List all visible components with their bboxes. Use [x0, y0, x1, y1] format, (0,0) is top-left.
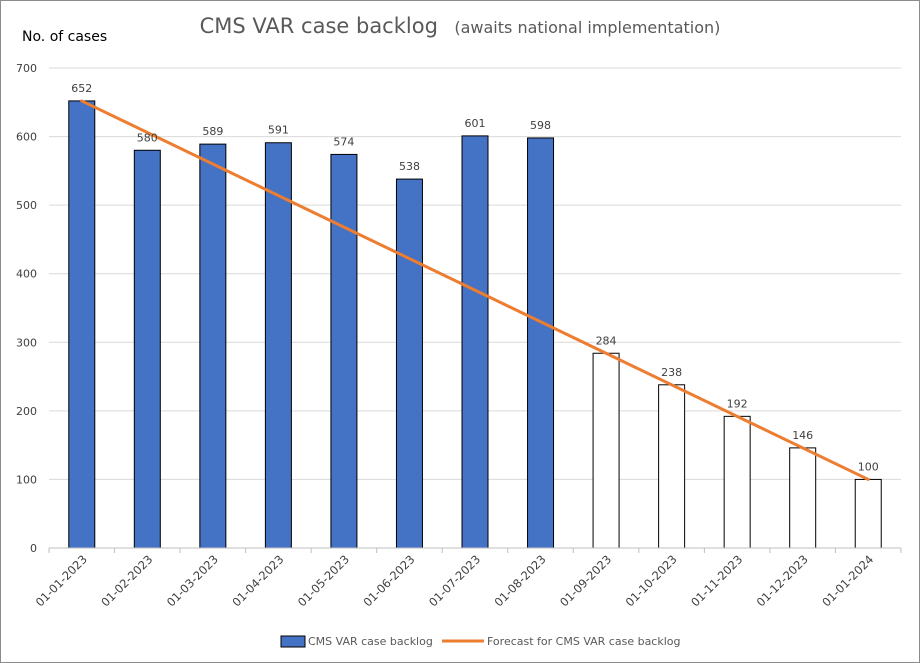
x-tick-label: 01-01-2024: [819, 552, 876, 609]
y-tick-label: 300: [16, 336, 37, 349]
y-tick-label: 100: [16, 473, 37, 486]
legend-label-forecast: Forecast for CMS VAR case backlog: [487, 635, 681, 648]
y-tick-label: 700: [16, 62, 37, 75]
bar-01-01-2024: [854, 478, 882, 549]
legend: CMS VAR case backlog Forecast for CMS VA…: [280, 635, 681, 648]
bar-01-12-2023: [789, 447, 817, 549]
bar-01-10-2023: [658, 384, 686, 549]
data-label-01-03-2023: 589: [202, 125, 223, 138]
data-labels: 652 580 589 591 574 538 601 598 284 238 192 146 100: [71, 82, 878, 474]
bar-series: [68, 100, 882, 549]
x-tick-label: 01-10-2023: [623, 552, 680, 609]
data-label-01-10-2023: 238: [661, 366, 682, 379]
bar-01-09-2023: [592, 352, 620, 549]
data-label-01-01-2024: 100: [858, 460, 879, 473]
y-tick-label: 400: [16, 268, 37, 281]
bar-01-01-2023: [68, 100, 96, 549]
data-label-01-08-2023: 598: [530, 119, 551, 132]
forecast-series: [80, 99, 870, 481]
chart-title-main: CMS VAR case backlog: [200, 14, 438, 38]
bar-01-05-2023: [330, 153, 358, 549]
bar-01-11-2023: [723, 415, 751, 549]
data-label-01-02-2023: 580: [137, 131, 158, 144]
x-tick-label: 01-06-2023: [360, 552, 417, 609]
data-label-01-12-2023: 146: [792, 429, 813, 442]
bar-01-04-2023: [264, 142, 292, 549]
x-tick-label: 01-08-2023: [491, 552, 548, 609]
x-tick-label: 01-02-2023: [98, 552, 155, 609]
bar-01-03-2023: [199, 143, 227, 549]
data-label-01-04-2023: 591: [268, 124, 289, 137]
x-tick-label: 01-05-2023: [295, 552, 352, 609]
x-tick-label: 01-11-2023: [688, 552, 745, 609]
bar-01-02-2023: [133, 149, 161, 549]
data-label-01-11-2023: 192: [727, 397, 748, 410]
y-tick-label: 500: [16, 199, 37, 212]
chart-title: CMS VAR case backlog (awaits national im…: [200, 14, 721, 38]
data-label-01-01-2023: 652: [71, 82, 92, 95]
bar-01-08-2023: [527, 137, 555, 549]
x-tick-label: 01-01-2023: [33, 552, 90, 609]
legend-label-backlog: CMS VAR case backlog: [308, 635, 433, 648]
y-axis-label: No. of cases: [22, 29, 107, 45]
bar-01-06-2023: [395, 178, 423, 549]
y-tick-label: 200: [16, 405, 37, 418]
x-tick-label: 01-12-2023: [754, 552, 811, 609]
data-label-01-06-2023: 538: [399, 160, 420, 173]
x-tick-label: 01-07-2023: [426, 552, 483, 609]
y-tick-label: 600: [16, 131, 37, 144]
forecast-line: [80, 99, 870, 481]
x-tick-label: 01-03-2023: [164, 552, 221, 609]
y-axis-ticks: 0 100 200 300 400 500 600 700: [16, 62, 37, 555]
x-tick-label: 01-09-2023: [557, 552, 614, 609]
chart-title-subtitle: (awaits national implementation): [454, 18, 720, 37]
legend-swatch-backlog: [280, 635, 306, 648]
data-label-01-05-2023: 574: [333, 135, 354, 148]
x-axis: 01-01-2023 01-02-2023 01-03-2023 01-04-2023…: [33, 547, 902, 609]
data-label-01-09-2023: 284: [596, 334, 617, 347]
x-tick-label: 01-04-2023: [229, 552, 286, 609]
y-tick-label: 0: [30, 542, 37, 555]
bar-01-07-2023: [461, 135, 489, 549]
data-label-01-07-2023: 601: [465, 117, 486, 130]
